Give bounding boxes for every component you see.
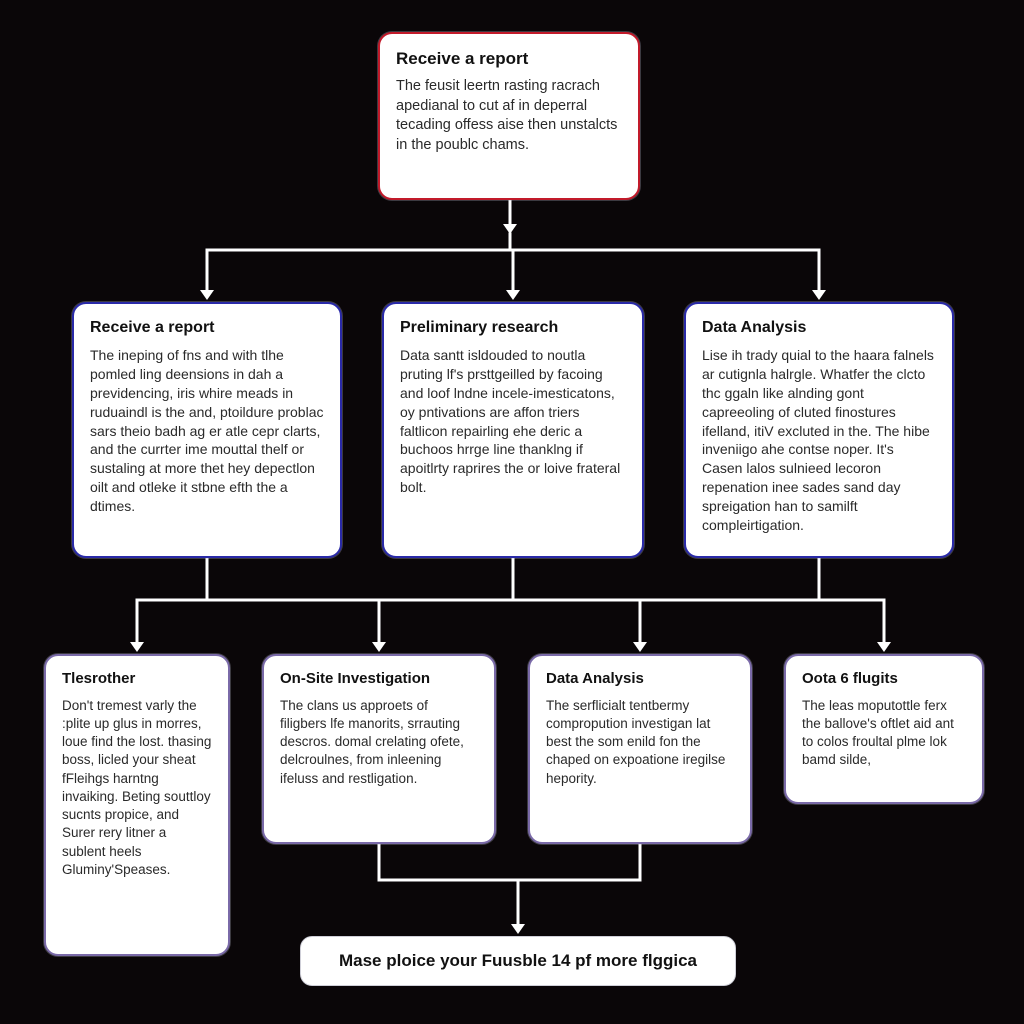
node-title: Receive a report: [396, 48, 622, 69]
node-oota-flugits: Oota 6 flugits The leas moputottle ferx …: [784, 654, 984, 804]
node-receive-report-left: Receive a report The ineping of fns and …: [72, 302, 342, 558]
node-body: Don't tremest varly the :plite up glus i…: [62, 697, 212, 879]
node-title: Data Analysis: [546, 670, 734, 689]
node-data-analysis-bottom: Data Analysis The serflicialt tentbermy …: [528, 654, 752, 844]
node-receive-report-top: Receive a report The feusit leertn rasti…: [378, 32, 640, 200]
node-body: Lise ih trady quial to the haara falnels…: [702, 346, 936, 535]
node-onsite-investigation: On-Site Investigation The clans us appro…: [262, 654, 496, 844]
node-final: Mase ploice your Fuusble 14 pf more flgg…: [300, 936, 736, 986]
node-title: Oota 6 flugits: [802, 670, 966, 689]
node-body: The serflicialt tentbermy compropution i…: [546, 697, 734, 788]
node-data-analysis-right: Data Analysis Lise ih trady quial to the…: [684, 302, 954, 558]
flowchart-canvas: Receive a report The feusit leertn rasti…: [0, 0, 1024, 1024]
node-title: Data Analysis: [702, 318, 936, 338]
node-title: Receive a report: [90, 318, 324, 338]
node-body: Data santt isldouded to noutla pruting l…: [400, 346, 626, 497]
node-body: The leas moputottle ferx the ballove's o…: [802, 697, 966, 770]
final-label: Mase ploice your Fuusble 14 pf more flgg…: [339, 951, 697, 971]
node-title: Preliminary research: [400, 318, 626, 338]
node-title: On-Site Investigation: [280, 670, 478, 689]
node-body: The feusit leertn rasting racrach apedia…: [396, 77, 622, 155]
node-tlesrother: Tlesrother Don't tremest varly the :plit…: [44, 654, 230, 956]
node-body: The clans us approets of filigbers lfe m…: [280, 697, 478, 788]
node-body: The ineping of fns and with tlhe pomled …: [90, 346, 324, 516]
node-preliminary-research: Preliminary research Data santt isldoude…: [382, 302, 644, 558]
node-title: Tlesrother: [62, 670, 212, 689]
